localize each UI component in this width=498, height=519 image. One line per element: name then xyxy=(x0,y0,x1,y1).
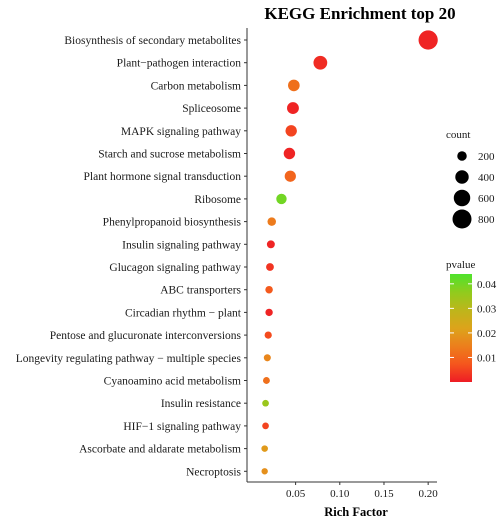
data-point xyxy=(261,445,268,452)
data-point xyxy=(313,55,328,70)
y-tick-label: MAPK signaling pathway xyxy=(121,126,241,138)
data-point xyxy=(288,79,300,92)
data-point xyxy=(284,170,296,182)
y-tick-label: Starch and sucrose metabolism xyxy=(98,149,241,161)
y-tick-label: Circadian rhythm − plant xyxy=(125,307,242,319)
pvalue-legend: pvalue 0.01 0.02 0.03 0.04 xyxy=(446,259,497,382)
data-point xyxy=(285,125,297,137)
count-legend-circle xyxy=(453,189,471,207)
data-point xyxy=(266,263,274,271)
x-tick-label: 0.10 xyxy=(330,488,350,500)
y-tick-label: Phenylpropanoid biosynthesis xyxy=(103,217,242,229)
colorbar-label: 0.02 xyxy=(477,328,496,340)
chart-title: KEGG Enrichment top 20 xyxy=(264,4,455,23)
data-point xyxy=(283,147,296,160)
y-tick-label: Cyanoamino acid metabolism xyxy=(104,376,241,388)
count-legend-label: 600 xyxy=(478,193,495,205)
pvalue-colorbar xyxy=(450,274,472,382)
y-tick-label: Ascorbate and aldarate metabolism xyxy=(79,444,241,456)
data-point xyxy=(265,308,273,317)
count-legend: count 200 400 600 800 xyxy=(446,129,495,229)
pvalue-legend-title: pvalue xyxy=(446,259,475,271)
x-tick-label: 0.05 xyxy=(286,488,306,500)
colorbar-label: 0.01 xyxy=(477,352,496,364)
data-point xyxy=(262,399,269,407)
y-tick-label: Biosynthesis of secondary metabolites xyxy=(64,35,241,47)
data-point xyxy=(264,331,272,339)
y-tick-label: Carbon metabolism xyxy=(151,80,241,92)
y-tick-label: HIF−1 signaling pathway xyxy=(123,421,241,433)
count-legend-title: count xyxy=(446,129,470,141)
count-legend-label: 800 xyxy=(478,214,495,226)
y-tick-label: Plant hormone signal transduction xyxy=(84,171,242,183)
data-point xyxy=(287,102,299,115)
colorbar-label: 0.03 xyxy=(477,303,497,315)
count-legend-circle xyxy=(452,209,472,229)
y-tick-label: Pentose and glucuronate interconversions xyxy=(50,330,242,342)
count-legend-circle xyxy=(455,170,469,184)
y-tick-label: Spliceosome xyxy=(182,103,241,115)
y-tick-label: Ribosome xyxy=(194,194,241,206)
data-point xyxy=(262,422,269,430)
data-point xyxy=(276,193,287,205)
y-tick-label: Necroptosis xyxy=(186,466,241,478)
count-legend-label: 200 xyxy=(478,151,495,163)
y-tick-label: Insulin resistance xyxy=(161,398,241,410)
x-axis-title: Rich Factor xyxy=(324,505,388,519)
count-legend-label: 400 xyxy=(478,172,495,184)
data-point xyxy=(265,285,273,294)
colorbar-label: 0.04 xyxy=(477,279,497,291)
y-tick-label: Glucagon signaling pathway xyxy=(109,262,241,274)
count-legend-circle xyxy=(457,151,467,161)
y-tick-label: Longevity regulating pathway − multiple … xyxy=(16,353,242,365)
y-tick-label: ABC transporters xyxy=(160,285,241,297)
data-point xyxy=(263,377,270,384)
data-point xyxy=(261,468,268,475)
data-point xyxy=(267,217,276,226)
data-point xyxy=(263,354,271,362)
x-tick-label: 0.20 xyxy=(419,488,439,500)
x-tick-label: 0.15 xyxy=(374,488,394,500)
data-point xyxy=(266,240,275,249)
y-tick-label: Plant−pathogen interaction xyxy=(117,58,242,70)
y-tick-label: Insulin signaling pathway xyxy=(122,239,241,251)
data-point xyxy=(418,30,438,50)
